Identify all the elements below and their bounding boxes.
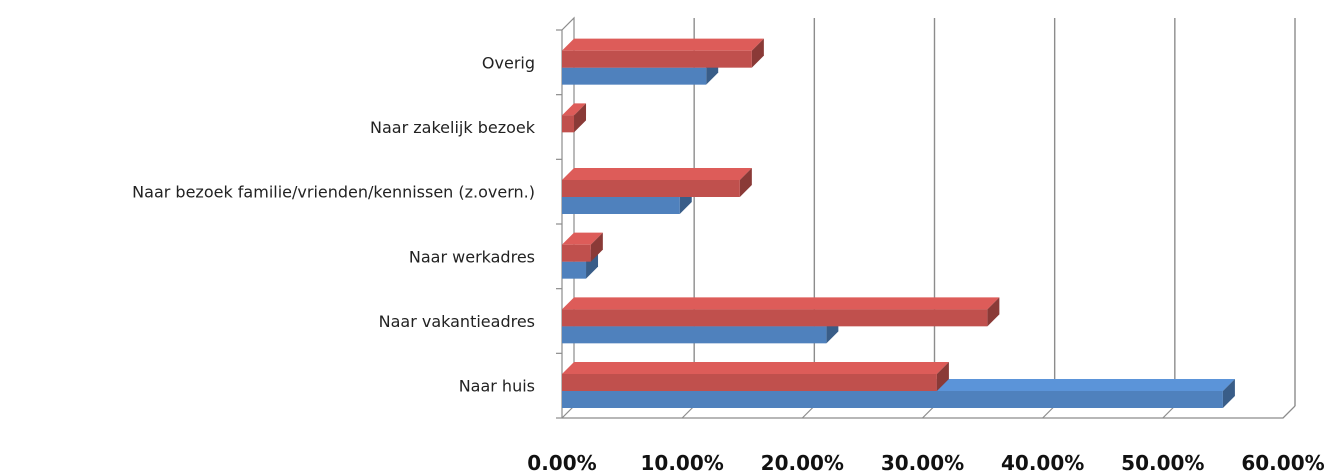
bar-top-face xyxy=(562,38,764,51)
category-label: Naar zakelijk bezoek xyxy=(370,118,536,137)
bar xyxy=(562,38,764,68)
bar-front-face xyxy=(562,197,680,214)
bar xyxy=(562,168,752,197)
bar-front-face xyxy=(562,244,591,262)
bar-front-face xyxy=(562,67,707,85)
bar-end-face xyxy=(1222,379,1235,408)
bar-top-face xyxy=(562,297,1000,310)
category-label: Naar vakantieadres xyxy=(379,312,535,331)
bar-top-face xyxy=(562,168,752,180)
x-tick-label: 50.00% xyxy=(1121,451,1204,475)
bar xyxy=(562,297,1000,327)
bar-front-face xyxy=(562,261,587,279)
bar-top-face xyxy=(562,362,949,374)
bar-top-face xyxy=(562,103,587,116)
bar xyxy=(562,362,949,391)
bar-top-face xyxy=(562,232,603,245)
x-tick-label: 30.00% xyxy=(881,451,964,475)
bar-end-face xyxy=(987,297,1000,327)
bar-end-face xyxy=(751,38,764,68)
x-tick-label: 40.00% xyxy=(1001,451,1084,475)
x-tick-label: 60.00% xyxy=(1241,451,1324,475)
bar-end-face xyxy=(590,232,603,262)
bar-front-face xyxy=(562,50,752,68)
bar-front-face xyxy=(562,391,1223,408)
category-label: Naar werkadres xyxy=(409,247,535,266)
bar xyxy=(562,232,603,262)
bar xyxy=(562,103,587,133)
bar-end-face xyxy=(574,103,587,133)
category-label: Naar bezoek familie/vrienden/kennissen (… xyxy=(132,183,535,202)
x-tick-labels: 0.00% 10.00% 20.00% 30.00% 40.00% 50.00% 60.00… xyxy=(527,451,1324,475)
bar-front-face xyxy=(562,115,575,133)
x-tick-label: 10.00% xyxy=(641,451,724,475)
bar-end-face xyxy=(739,168,752,197)
category-labels: Naar huis Naar vakantieadres Naar werkadre… xyxy=(132,53,536,395)
bar-front-face xyxy=(562,326,827,344)
x-tick-label: 20.00% xyxy=(761,451,844,475)
floor-tick xyxy=(1282,405,1296,419)
bar-front-face xyxy=(562,374,937,391)
category-label: Naar huis xyxy=(459,377,535,396)
bar-end-face xyxy=(936,362,949,391)
category-label: Overig xyxy=(482,53,535,72)
x-tick-label: 0.00% xyxy=(527,451,596,475)
bars xyxy=(562,38,1235,408)
bar-front-face xyxy=(562,309,988,327)
gridlines xyxy=(681,18,1296,419)
bar-front-face xyxy=(562,180,740,197)
